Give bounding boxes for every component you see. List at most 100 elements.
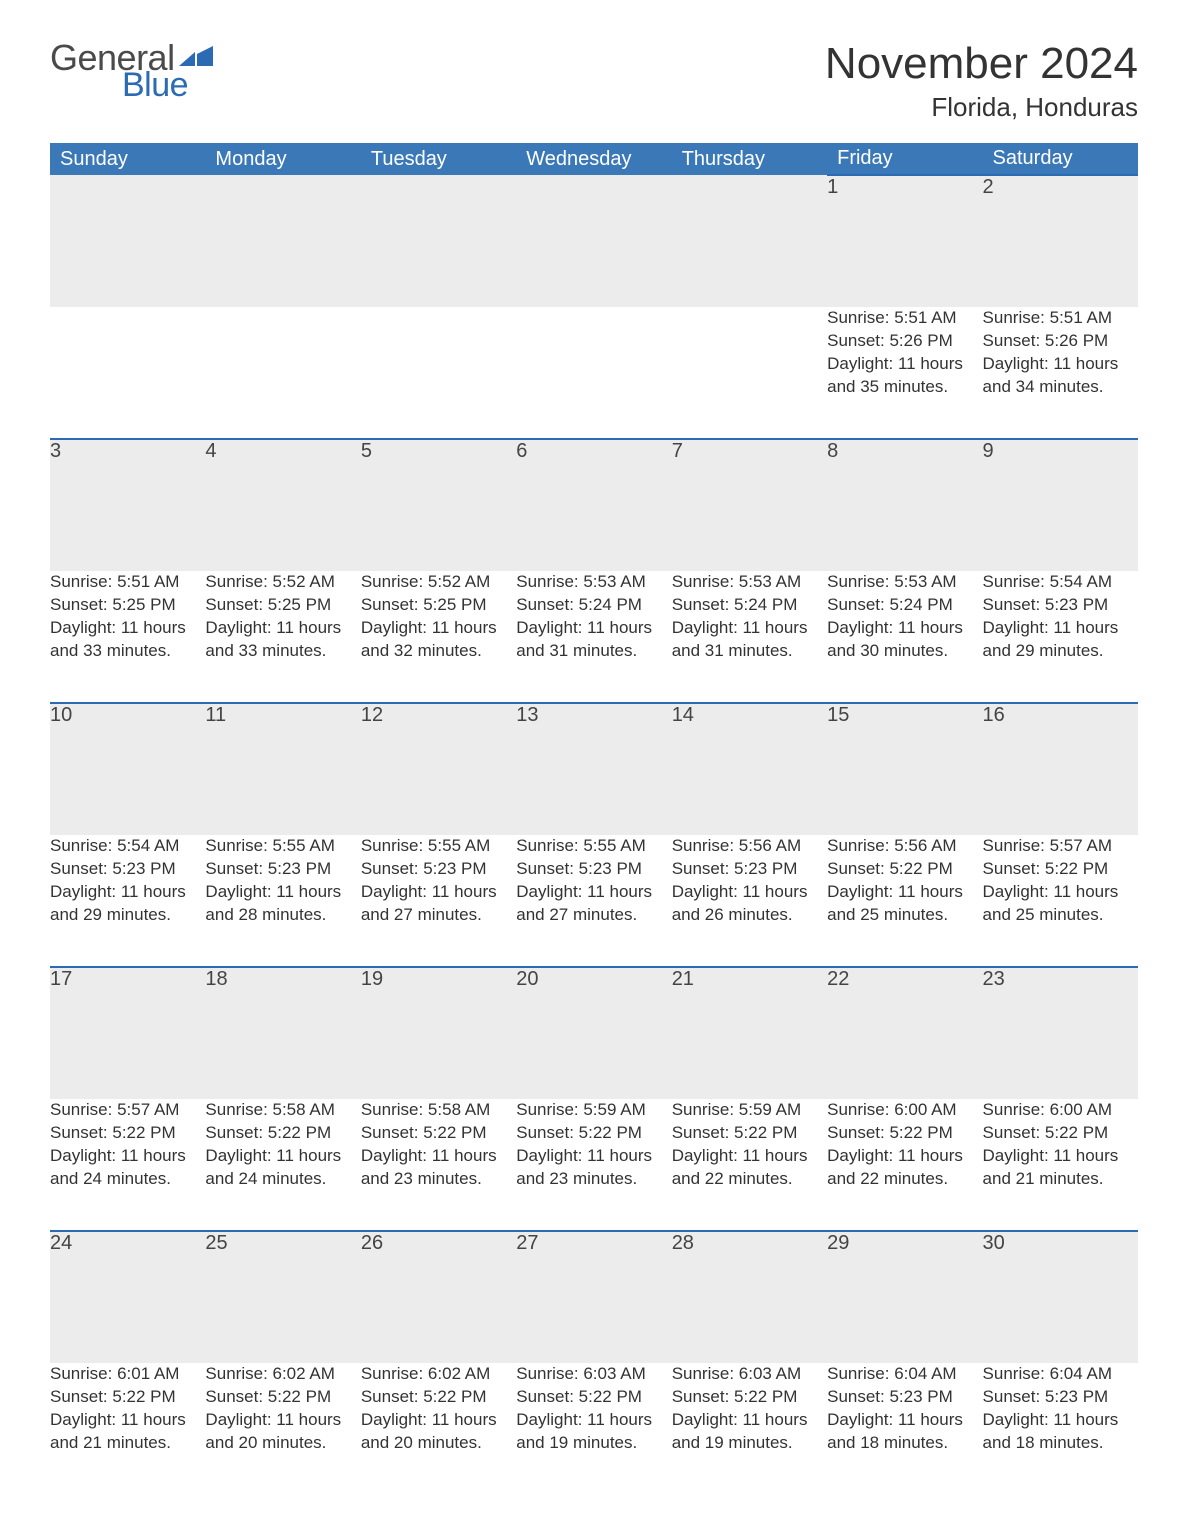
day-cell: Sunrise: 5:53 AMSunset: 5:24 PMDaylight:… xyxy=(672,571,827,703)
sunset-line: Sunset: 5:22 PM xyxy=(361,1122,516,1145)
sunrise-line: Sunrise: 5:51 AM xyxy=(983,307,1138,330)
sunrise-line: Sunrise: 5:55 AM xyxy=(205,835,360,858)
daylight-line: Daylight: 11 hours xyxy=(205,881,360,904)
sunrise-line: Sunrise: 6:00 AM xyxy=(827,1099,982,1122)
day-number: 4 xyxy=(205,439,360,571)
day-cell: Sunrise: 6:03 AMSunset: 5:22 PMDaylight:… xyxy=(516,1363,671,1495)
sunset-line: Sunset: 5:26 PM xyxy=(983,330,1138,353)
day-number: 27 xyxy=(516,1231,671,1363)
daylight-line-2: and 20 minutes. xyxy=(205,1432,360,1455)
header: General Blue November 2024 Florida, Hond… xyxy=(50,40,1138,137)
sunset-line: Sunset: 5:22 PM xyxy=(50,1386,205,1409)
daylight-line-2: and 23 minutes. xyxy=(516,1168,671,1191)
sunrise-line: Sunrise: 5:53 AM xyxy=(516,571,671,594)
daylight-line-2: and 26 minutes. xyxy=(672,904,827,927)
day-number-row: 17181920212223 xyxy=(50,967,1138,1099)
day-cell: Sunrise: 5:55 AMSunset: 5:23 PMDaylight:… xyxy=(205,835,360,967)
day-number-row: 3456789 xyxy=(50,439,1138,571)
sunrise-line: Sunrise: 6:04 AM xyxy=(983,1363,1138,1386)
day-cell: Sunrise: 6:00 AMSunset: 5:22 PMDaylight:… xyxy=(827,1099,982,1231)
day-number: 26 xyxy=(361,1231,516,1363)
day-number-row: 24252627282930 xyxy=(50,1231,1138,1363)
day-cell: Sunrise: 5:56 AMSunset: 5:22 PMDaylight:… xyxy=(827,835,982,967)
sunrise-line: Sunrise: 5:54 AM xyxy=(983,571,1138,594)
sunset-line: Sunset: 5:22 PM xyxy=(827,858,982,881)
day-cell: Sunrise: 5:51 AMSunset: 5:25 PMDaylight:… xyxy=(50,571,205,703)
daylight-line: Daylight: 11 hours xyxy=(827,881,982,904)
daylight-line-2: and 33 minutes. xyxy=(205,640,360,663)
sunset-line: Sunset: 5:22 PM xyxy=(983,858,1138,881)
sunrise-line: Sunrise: 6:04 AM xyxy=(827,1363,982,1386)
daylight-line: Daylight: 11 hours xyxy=(205,617,360,640)
sunrise-line: Sunrise: 6:02 AM xyxy=(361,1363,516,1386)
sunset-line: Sunset: 5:24 PM xyxy=(827,594,982,617)
daylight-line-2: and 23 minutes. xyxy=(361,1168,516,1191)
calendar-header-row: SundayMondayTuesdayWednesdayThursdayFrid… xyxy=(50,143,1138,175)
sunrise-line: Sunrise: 5:52 AM xyxy=(205,571,360,594)
sunrise-line: Sunrise: 5:57 AM xyxy=(983,835,1138,858)
day-number xyxy=(361,175,516,307)
logo: General Blue xyxy=(50,40,213,102)
day-number: 29 xyxy=(827,1231,982,1363)
sunrise-line: Sunrise: 5:58 AM xyxy=(205,1099,360,1122)
day-header: Friday xyxy=(827,143,982,175)
day-number: 6 xyxy=(516,439,671,571)
day-cell: Sunrise: 5:55 AMSunset: 5:23 PMDaylight:… xyxy=(361,835,516,967)
day-number xyxy=(50,175,205,307)
day-cell xyxy=(516,307,671,439)
day-cell: Sunrise: 5:53 AMSunset: 5:24 PMDaylight:… xyxy=(516,571,671,703)
daylight-line: Daylight: 11 hours xyxy=(50,617,205,640)
daylight-line: Daylight: 11 hours xyxy=(983,617,1138,640)
day-number: 9 xyxy=(983,439,1138,571)
sunrise-line: Sunrise: 5:51 AM xyxy=(827,307,982,330)
daylight-line: Daylight: 11 hours xyxy=(983,1409,1138,1432)
sunrise-line: Sunrise: 5:53 AM xyxy=(672,571,827,594)
daylight-line: Daylight: 11 hours xyxy=(361,1409,516,1432)
sunset-line: Sunset: 5:22 PM xyxy=(205,1386,360,1409)
day-body-row: Sunrise: 5:57 AMSunset: 5:22 PMDaylight:… xyxy=(50,1099,1138,1231)
sunrise-line: Sunrise: 5:55 AM xyxy=(516,835,671,858)
sunset-line: Sunset: 5:23 PM xyxy=(827,1386,982,1409)
sunset-line: Sunset: 5:22 PM xyxy=(516,1122,671,1145)
day-cell xyxy=(50,307,205,439)
sunset-line: Sunset: 5:25 PM xyxy=(50,594,205,617)
day-number: 1 xyxy=(827,175,982,307)
day-header: Sunday xyxy=(50,143,205,175)
day-cell xyxy=(361,307,516,439)
daylight-line-2: and 31 minutes. xyxy=(516,640,671,663)
sunset-line: Sunset: 5:22 PM xyxy=(361,1386,516,1409)
sunset-line: Sunset: 5:26 PM xyxy=(827,330,982,353)
daylight-line: Daylight: 11 hours xyxy=(827,353,982,376)
day-number: 19 xyxy=(361,967,516,1099)
day-number: 8 xyxy=(827,439,982,571)
sunset-line: Sunset: 5:22 PM xyxy=(672,1386,827,1409)
sunset-line: Sunset: 5:23 PM xyxy=(361,858,516,881)
day-cell: Sunrise: 6:03 AMSunset: 5:22 PMDaylight:… xyxy=(672,1363,827,1495)
sunrise-line: Sunrise: 6:00 AM xyxy=(983,1099,1138,1122)
sunset-line: Sunset: 5:22 PM xyxy=(672,1122,827,1145)
page-title: November 2024 xyxy=(825,40,1138,88)
daylight-line: Daylight: 11 hours xyxy=(50,1145,205,1168)
daylight-line: Daylight: 11 hours xyxy=(983,881,1138,904)
sunrise-line: Sunrise: 5:54 AM xyxy=(50,835,205,858)
day-cell: Sunrise: 5:56 AMSunset: 5:23 PMDaylight:… xyxy=(672,835,827,967)
daylight-line: Daylight: 11 hours xyxy=(361,1145,516,1168)
day-cell: Sunrise: 5:51 AMSunset: 5:26 PMDaylight:… xyxy=(827,307,982,439)
daylight-line: Daylight: 11 hours xyxy=(516,617,671,640)
day-number: 23 xyxy=(983,967,1138,1099)
sunset-line: Sunset: 5:23 PM xyxy=(516,858,671,881)
day-cell xyxy=(672,307,827,439)
day-number: 5 xyxy=(361,439,516,571)
sunset-line: Sunset: 5:24 PM xyxy=(672,594,827,617)
sunset-line: Sunset: 5:23 PM xyxy=(50,858,205,881)
day-header: Saturday xyxy=(983,143,1138,175)
sunrise-line: Sunrise: 5:52 AM xyxy=(361,571,516,594)
daylight-line-2: and 35 minutes. xyxy=(827,376,982,399)
sunset-line: Sunset: 5:23 PM xyxy=(983,594,1138,617)
daylight-line: Daylight: 11 hours xyxy=(672,1409,827,1432)
day-body-row: Sunrise: 5:51 AMSunset: 5:26 PMDaylight:… xyxy=(50,307,1138,439)
daylight-line-2: and 31 minutes. xyxy=(672,640,827,663)
sunset-line: Sunset: 5:22 PM xyxy=(827,1122,982,1145)
page-subtitle: Florida, Honduras xyxy=(825,92,1138,123)
day-number: 24 xyxy=(50,1231,205,1363)
